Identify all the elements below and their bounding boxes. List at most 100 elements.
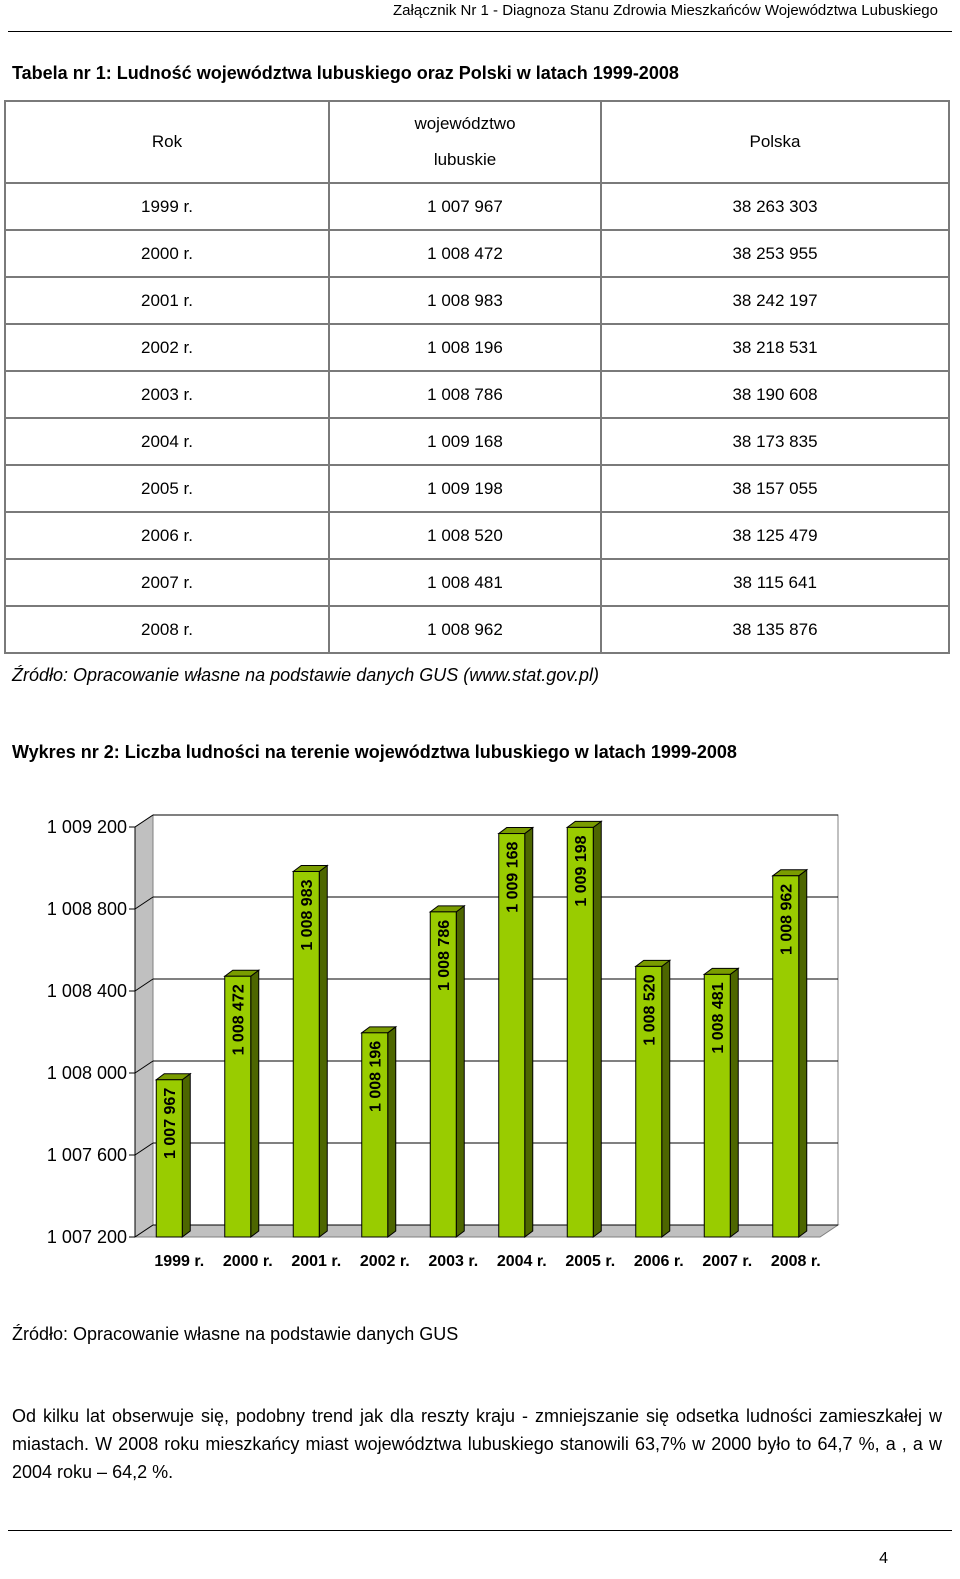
cell-lubuskie: 1 008 962 xyxy=(328,605,602,654)
chart-bar xyxy=(772,875,800,1238)
chart-y-tick-label: 1 008 000 xyxy=(47,1063,127,1083)
chart-bar-side xyxy=(455,904,465,1238)
chart-title: Wykres nr 2: Liczba ludności na terenie … xyxy=(12,742,737,762)
chart-y-tick-label: 1 009 200 xyxy=(47,817,127,837)
chart-y-tick-label: 1 007 600 xyxy=(47,1145,127,1165)
chart-data-label: 1 009 168 xyxy=(505,841,522,912)
chart-y-tick-label: 1 008 800 xyxy=(47,899,127,919)
cell-year: 1999 r. xyxy=(4,182,330,231)
chart-data-label: 1 008 481 xyxy=(710,982,727,1053)
chart-category-label: 2006 r. xyxy=(634,1253,684,1270)
chart-gridline-side xyxy=(134,1224,154,1238)
cell-polska: 38 190 608 xyxy=(600,370,950,419)
page-number: 4 xyxy=(879,1550,888,1567)
cell-year: 2003 r. xyxy=(4,370,330,419)
table-header-row: Rok województwo lubuskie Polska xyxy=(4,100,950,184)
cell-year: 2004 r. xyxy=(4,417,330,466)
chart-bar xyxy=(703,973,731,1238)
chart-category-label: 2007 r. xyxy=(702,1253,752,1270)
chart-bar xyxy=(224,975,252,1238)
chart-bar xyxy=(429,911,457,1238)
cell-year: 2008 r. xyxy=(4,605,330,654)
chart-bar-side xyxy=(387,1025,397,1238)
table-row: 2008 r. 1 008 962 38 135 876 xyxy=(4,605,950,654)
cell-year: 2006 r. xyxy=(4,511,330,560)
chart-bar-side xyxy=(250,969,260,1238)
chart-data-label: 1 008 786 xyxy=(436,920,453,991)
header-divider xyxy=(8,31,952,32)
cell-lubuskie: 1 007 967 xyxy=(328,182,602,231)
header-region-line2: lubuskie xyxy=(433,150,497,169)
chart-category-label: 2003 r. xyxy=(428,1253,478,1270)
cell-polska: 38 173 835 xyxy=(600,417,950,466)
chart-data-label: 1 007 967 xyxy=(162,1088,179,1159)
cell-year: 2001 r. xyxy=(4,276,330,325)
cell-lubuskie: 1 008 196 xyxy=(328,323,602,372)
cell-lubuskie: 1 009 168 xyxy=(328,417,602,466)
chart-category-label: 2005 r. xyxy=(565,1253,615,1270)
chart-bar-side xyxy=(181,1072,191,1238)
cell-lubuskie: 1 009 198 xyxy=(328,464,602,513)
footer-divider xyxy=(8,1530,952,1531)
chart-bar xyxy=(155,1079,183,1238)
table-row: 1999 r. 1 007 967 38 263 303 xyxy=(4,182,950,231)
cell-year: 2007 r. xyxy=(4,558,330,607)
cell-lubuskie: 1 008 983 xyxy=(328,276,602,325)
chart-gridline-side xyxy=(134,1060,154,1074)
chart-data-label: 1 008 520 xyxy=(642,974,659,1045)
chart-bar-side xyxy=(661,959,671,1238)
table-source: Źródło: Opracowanie własne na podstawie … xyxy=(12,665,599,685)
cell-year: 2002 r. xyxy=(4,323,330,372)
chart-category-label: 1999 r. xyxy=(154,1253,204,1270)
chart-side-wall xyxy=(134,814,154,1238)
cell-polska: 38 242 197 xyxy=(600,276,950,325)
cell-polska: 38 263 303 xyxy=(600,182,950,231)
chart-gridline-side xyxy=(134,896,154,910)
chart-gridline-side xyxy=(134,1142,154,1156)
chart-bar-side xyxy=(524,826,534,1238)
cell-lubuskie: 1 008 481 xyxy=(328,558,602,607)
table-row: 2003 r. 1 008 786 38 190 608 xyxy=(4,370,950,419)
chart-source: Źródło: Opracowanie własne na podstawie … xyxy=(12,1324,459,1344)
chart-bar xyxy=(292,870,320,1238)
chart-category-label: 2000 r. xyxy=(223,1253,273,1270)
cell-polska: 38 135 876 xyxy=(600,605,950,654)
chart-bar-side xyxy=(592,820,602,1238)
table-row: 2006 r. 1 008 520 38 125 479 xyxy=(4,511,950,560)
cell-polska: 38 253 955 xyxy=(600,229,950,278)
cell-polska: 38 157 055 xyxy=(600,464,950,513)
table-row: 2004 r. 1 009 168 38 173 835 xyxy=(4,417,950,466)
table-row: 2001 r. 1 008 983 38 242 197 xyxy=(4,276,950,325)
table-title: Tabela nr 1: Ludność województwa lubuski… xyxy=(12,63,679,83)
chart-bar-side xyxy=(318,864,328,1238)
header-year: Rok xyxy=(4,100,330,184)
cell-lubuskie: 1 008 472 xyxy=(328,229,602,278)
cell-year: 2005 r. xyxy=(4,464,330,513)
population-table: Rok województwo lubuskie Polska 1999 r. 1… xyxy=(4,100,950,654)
chart-gridline-side xyxy=(134,978,154,992)
table-row: 2002 r. 1 008 196 38 218 531 xyxy=(4,323,950,372)
cell-year: 2000 r. xyxy=(4,229,330,278)
header-region: województwo lubuskie xyxy=(328,100,602,184)
header-region-line1: województwo xyxy=(414,114,516,133)
chart-category-label: 2008 r. xyxy=(771,1253,821,1270)
chart-bar xyxy=(361,1032,389,1238)
chart-data-label: 1 009 198 xyxy=(573,835,590,906)
table-row: 2005 r. 1 009 198 38 157 055 xyxy=(4,464,950,513)
chart-data-label: 1 008 983 xyxy=(299,879,316,950)
chart-category-label: 2004 r. xyxy=(497,1253,547,1270)
chart-data-label: 1 008 196 xyxy=(368,1041,385,1112)
chart-bar-side xyxy=(729,967,739,1238)
cell-lubuskie: 1 008 786 xyxy=(328,370,602,419)
chart-bar xyxy=(566,826,594,1238)
table-row: 2000 r. 1 008 472 38 253 955 xyxy=(4,229,950,278)
table-row: 2007 r. 1 008 481 38 115 641 xyxy=(4,558,950,607)
cell-polska: 38 125 479 xyxy=(600,511,950,560)
chart-bar-side xyxy=(798,868,808,1238)
cell-polska: 38 218 531 xyxy=(600,323,950,372)
chart-bar xyxy=(635,965,663,1238)
chart-data-label: 1 008 962 xyxy=(779,884,796,955)
document-header-title: Załącznik Nr 1 - Diagnoza Stanu Zdrowia … xyxy=(393,2,938,19)
cell-lubuskie: 1 008 520 xyxy=(328,511,602,560)
chart-y-tick-label: 1 008 400 xyxy=(47,981,127,1001)
